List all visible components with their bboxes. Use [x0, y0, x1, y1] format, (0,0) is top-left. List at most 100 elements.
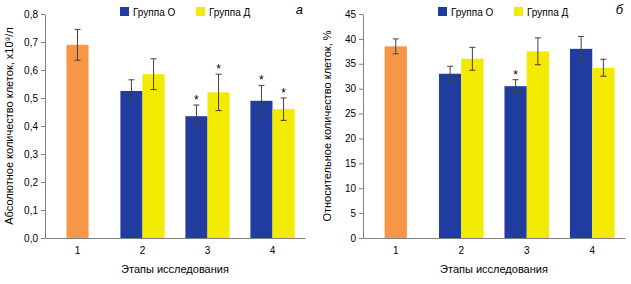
tick-label: 20 — [345, 133, 357, 144]
tick-mark — [41, 154, 45, 155]
tick-mark — [359, 238, 363, 239]
bar — [185, 116, 207, 238]
y-tick: 0,7 — [24, 37, 45, 48]
panel: 0,00,10,20,30,40,50,60,70,81234****Абсол… — [3, 2, 306, 275]
tick-label: 2 — [140, 245, 146, 256]
legend-swatch — [514, 7, 523, 16]
significance-mark: * — [259, 73, 264, 87]
tick-label: 5 — [350, 208, 356, 219]
tick-label: 0,2 — [24, 177, 38, 188]
bar — [66, 45, 88, 238]
y-tick: 10 — [345, 183, 363, 194]
y-tick: 0,4 — [24, 121, 45, 132]
tick-label: 0,6 — [24, 65, 38, 76]
x-tick: 1 — [75, 245, 81, 256]
tick-label: 3 — [205, 245, 211, 256]
bar — [527, 51, 549, 238]
y-tick: 0,1 — [24, 205, 45, 216]
legend-swatch — [120, 7, 129, 16]
tick-mark — [359, 138, 363, 139]
tick-mark — [41, 238, 45, 239]
x-tick: 3 — [524, 245, 530, 256]
error-bar — [393, 39, 399, 54]
error-bar — [469, 47, 475, 70]
tick-label: 2 — [458, 245, 464, 256]
y-tick: 0 — [350, 233, 363, 244]
tick-label: 0,4 — [24, 121, 38, 132]
panel-title: а — [296, 2, 303, 17]
x-tick: 2 — [140, 245, 146, 256]
legend: Группа ОГруппа Д — [120, 7, 250, 18]
tick-label: 25 — [345, 108, 357, 119]
y-tick: 20 — [345, 133, 363, 144]
legend-swatch — [196, 7, 205, 16]
y-tick: 15 — [345, 158, 363, 169]
legend: Группа ОГруппа Д — [438, 7, 568, 18]
y-axis: 0 5 10 15 20 25 30 35 40 45 — [345, 9, 364, 244]
y-tick: 35 — [345, 58, 363, 69]
error-bar — [600, 59, 606, 76]
x-tick: 4 — [270, 245, 276, 256]
error-bar — [75, 29, 81, 60]
axis-line — [364, 238, 626, 239]
error-bar — [447, 66, 453, 81]
tick-label: 0,3 — [24, 149, 38, 160]
panel: 0 5 10 15 20 25 30 35 40 45 1 2 3 4 * Относительное кол… — [321, 2, 626, 275]
y-tick: 25 — [345, 108, 363, 119]
x-tick: 3 — [205, 245, 211, 256]
y-axis-title: Относительное количество клеток, % — [321, 30, 333, 221]
error-bar — [151, 59, 157, 90]
bars — [66, 29, 294, 238]
tick-mark — [41, 42, 45, 43]
tick-label: 1 — [393, 245, 399, 256]
y-tick: 40 — [345, 34, 363, 45]
annotations: * — [513, 68, 518, 82]
bar — [461, 59, 483, 238]
error-bar — [578, 36, 584, 61]
x-tick: 2 — [458, 245, 464, 256]
chart-canvas: 0,00,10,20,30,40,50,60,70,81234****Абсол… — [0, 0, 631, 284]
tick-mark — [359, 114, 363, 115]
bar — [143, 74, 165, 238]
legend-label: Группа О — [451, 7, 493, 18]
y-tick: 30 — [345, 83, 363, 94]
tick-mark — [359, 213, 363, 214]
x-axis-title: Этапы исследования — [440, 263, 548, 275]
x-tick: 1 — [393, 245, 399, 256]
tick-label: 15 — [345, 158, 357, 169]
tick-label: 0,5 — [24, 93, 38, 104]
tick-mark — [359, 14, 363, 15]
tick-mark — [359, 163, 363, 164]
tick-label: 0,1 — [24, 205, 38, 216]
tick-mark — [41, 70, 45, 71]
tick-mark — [41, 98, 45, 99]
tick-label: 45 — [345, 9, 357, 20]
error-bar — [281, 98, 287, 120]
x-axis: 1 2 3 4 — [46, 239, 306, 257]
tick-label: 0 — [350, 233, 356, 244]
y-tick: 0,5 — [24, 93, 45, 104]
significance-mark: * — [513, 68, 518, 82]
tick-mark — [359, 64, 363, 65]
error-bar — [258, 85, 264, 116]
error-bar — [216, 74, 222, 110]
y-tick: 0,2 — [24, 177, 45, 188]
y-tick: 0,0 — [24, 233, 45, 244]
error-bar — [128, 80, 134, 102]
tick-mark — [359, 89, 363, 90]
y-tick: 0,3 — [24, 149, 45, 160]
tick-label: 30 — [345, 83, 357, 94]
tick-mark — [41, 210, 45, 211]
tick-label: 0,7 — [24, 37, 38, 48]
tick-label: 4 — [270, 245, 276, 256]
x-tick: 4 — [589, 245, 595, 256]
x-axis: 1 2 3 4 — [364, 239, 626, 257]
y-axis: 0,0 0,1 0,2 0,3 0,4 0,5 0,6 0,7 0,8 — [24, 9, 45, 244]
significance-mark: * — [194, 93, 199, 107]
annotations: **** — [194, 62, 286, 107]
legend-label: Группа О — [133, 7, 175, 18]
significance-mark: * — [216, 62, 221, 76]
y-tick: 0,8 — [24, 9, 45, 20]
bar — [385, 46, 407, 238]
tick-mark — [41, 182, 45, 183]
